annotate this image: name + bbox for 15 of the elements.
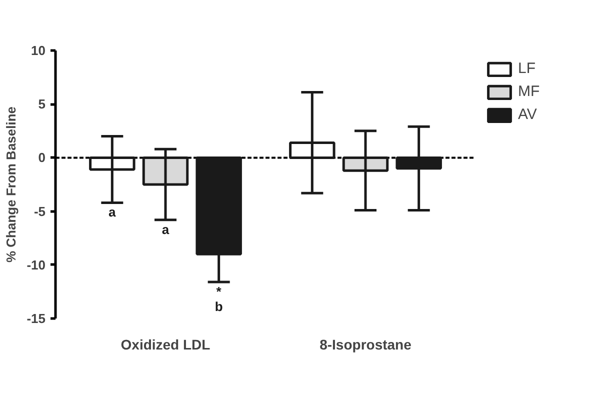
legend-label: LF <box>518 60 537 77</box>
legend-label: MF <box>518 83 540 100</box>
y-tick-label: -10 <box>26 257 46 272</box>
y-tick-label: -15 <box>26 311 46 326</box>
y-tick-label: 10 <box>31 43 46 58</box>
x-tick-label: Oxidized LDL <box>120 336 211 352</box>
y-tick-label: 0 <box>38 150 46 166</box>
y-tick-label: 5 <box>38 96 46 112</box>
data-label: a <box>162 222 170 237</box>
data-label: * b <box>214 284 223 314</box>
legend-label: AV <box>518 106 538 123</box>
y-axis-title: % Change From Baseline <box>4 106 19 263</box>
data-label: a <box>108 204 117 220</box>
y-tick-label: -5 <box>34 204 46 219</box>
x-tick-label: 8-Isoprostane <box>320 336 412 352</box>
